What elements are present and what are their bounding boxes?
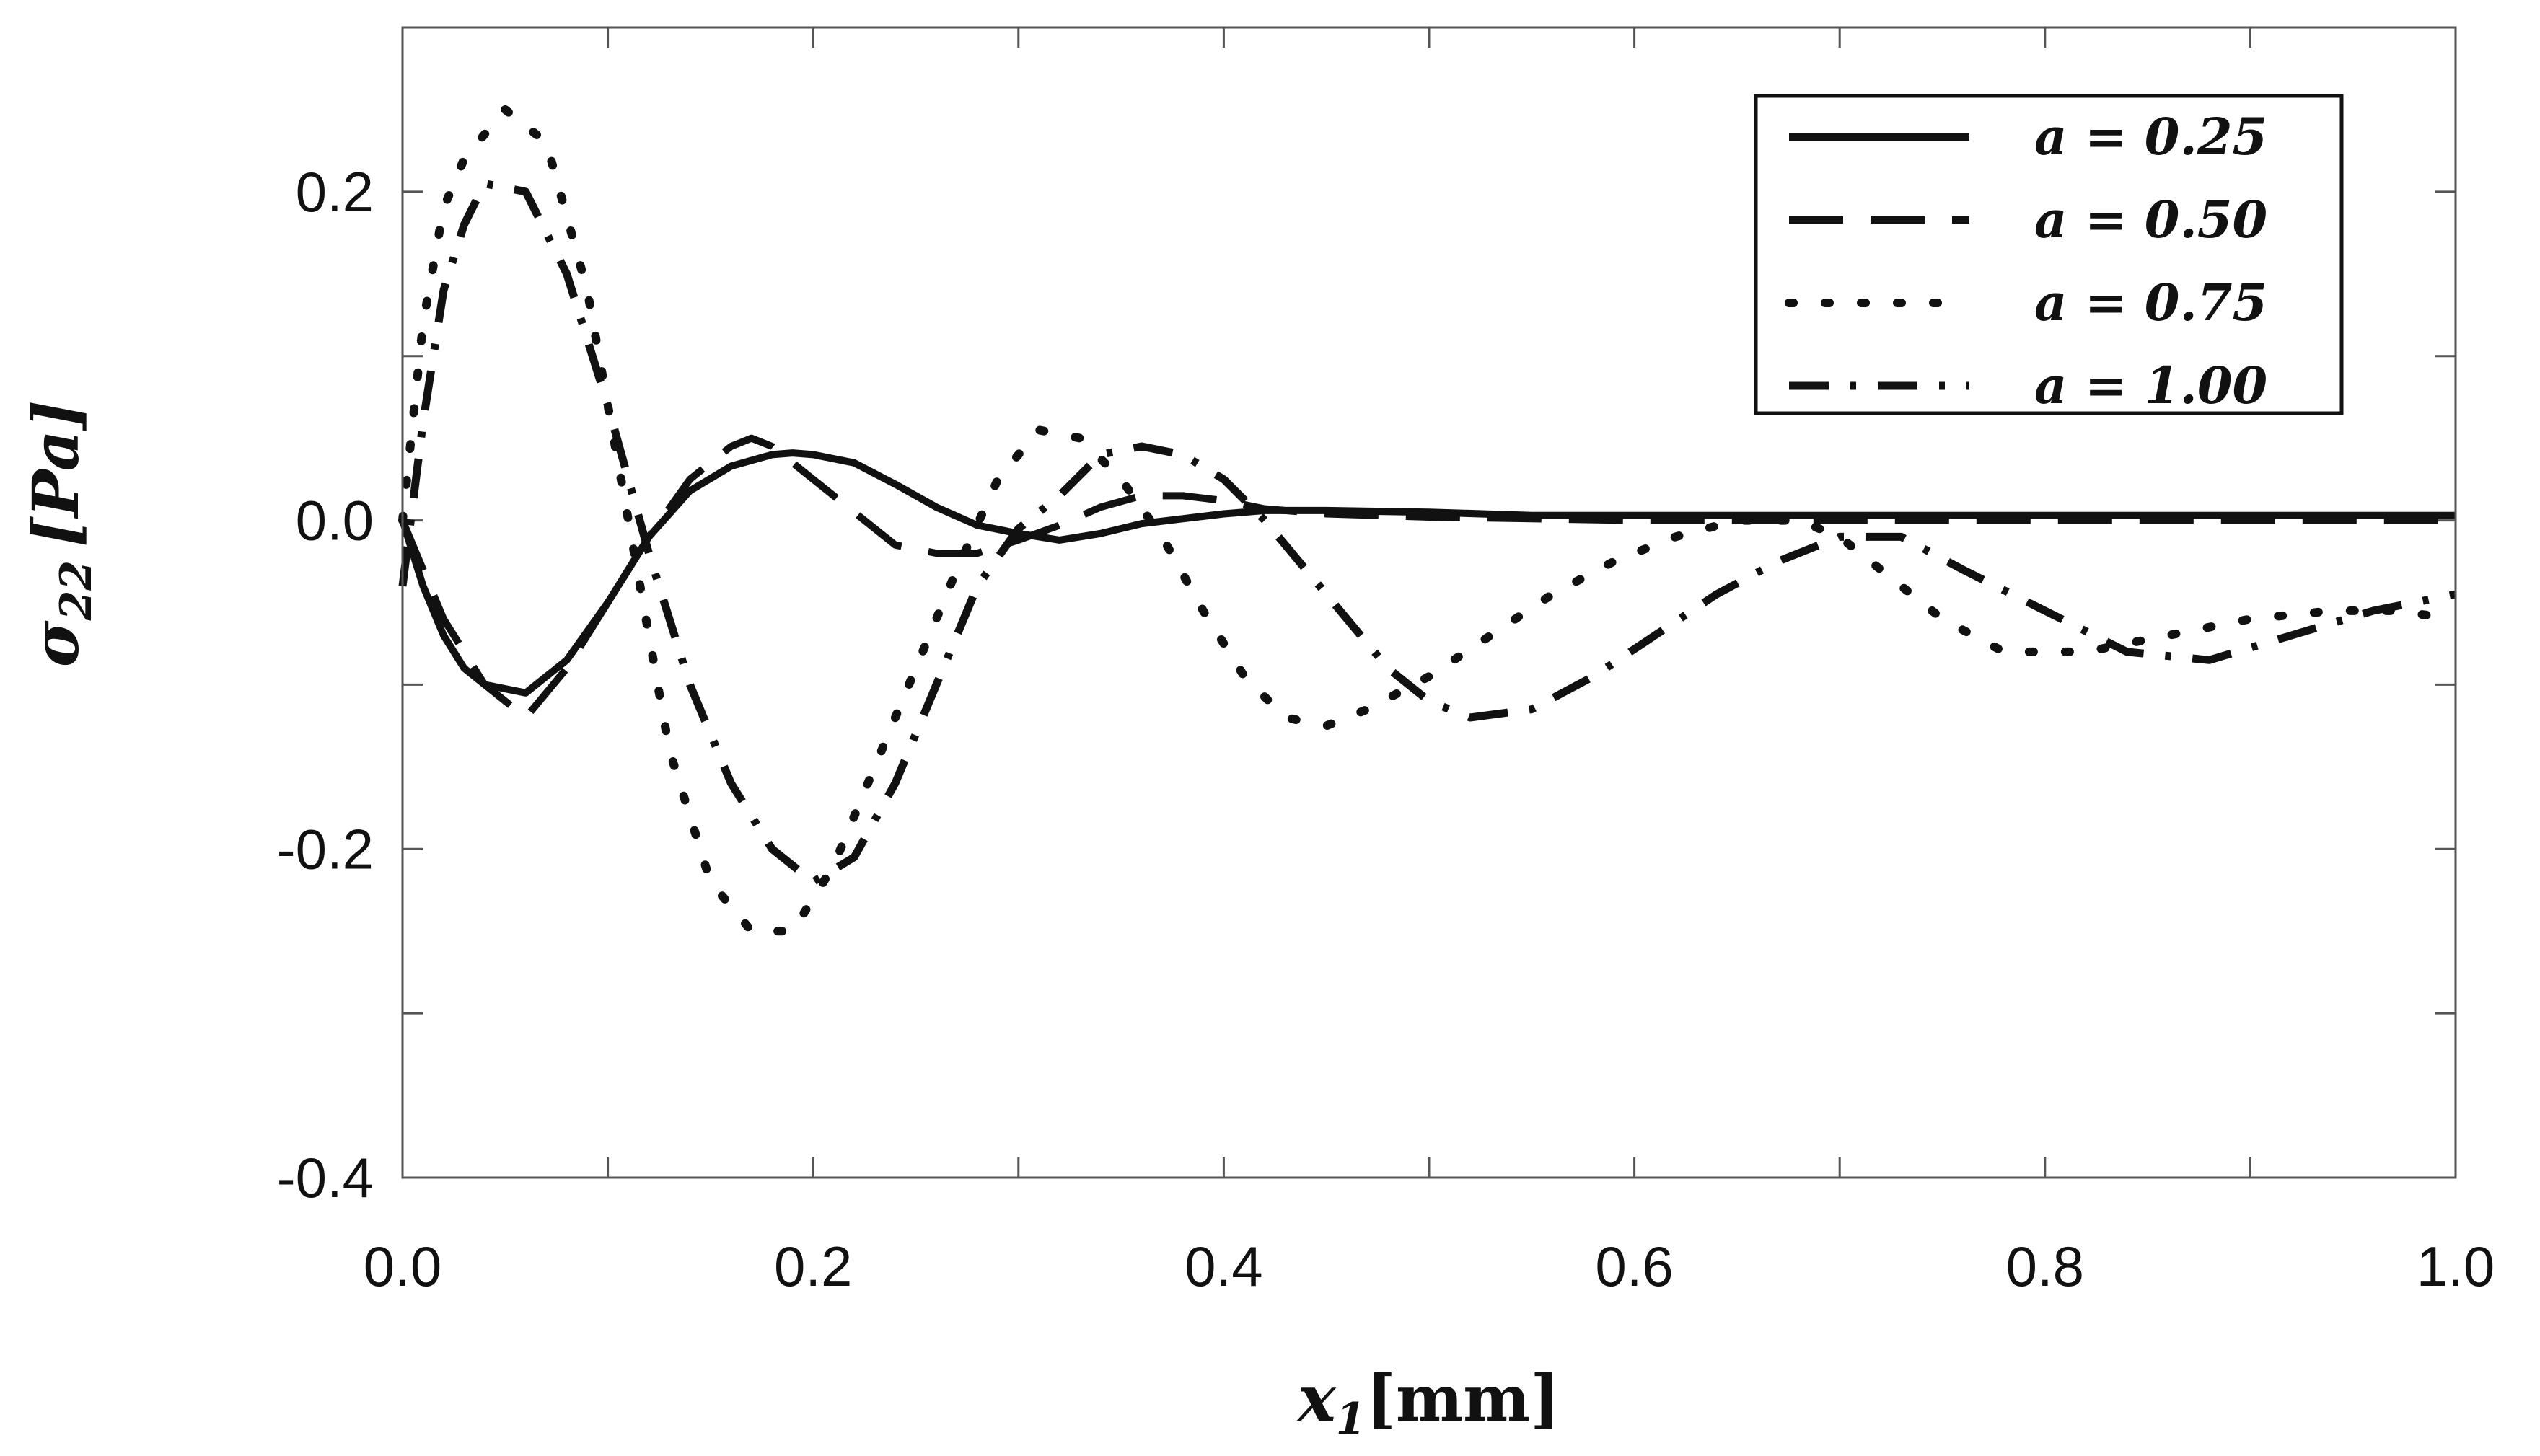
y-axis-subscript: 22 (51, 560, 102, 622)
legend-entries: a = 0.25 a = 0.50 a = 0.75 a = 1.00 (1785, 107, 2267, 415)
legend-label-3: a = 0.75 (2034, 273, 2267, 332)
x-axis-symbol: x (1296, 1361, 1337, 1436)
series-line-1 (399, 449, 2456, 697)
legend-box (1754, 94, 2344, 415)
series-layer (398, 105, 2460, 936)
x-tick-label: 0.6 (1595, 1235, 1673, 1298)
x-axis-unit: [mm] (1366, 1361, 1560, 1436)
x-tick-label: 0.0 (364, 1235, 441, 1298)
x-axis-title: x1[mm] (1296, 1361, 1560, 1444)
y-tick-label: -0.4 (277, 1146, 374, 1209)
x-axis-subscript: 1 (1336, 1394, 1366, 1444)
x-tick-labels: 0.0 0.2 0.4 0.6 0.8 1.0 (364, 1235, 2495, 1298)
y-axis-title: σ22 [Pa] (18, 400, 102, 668)
legend-label-4: a = 1.00 (2034, 356, 2267, 415)
y-tick-label: -0.2 (277, 817, 374, 881)
x-tick-label: 0.4 (1185, 1235, 1262, 1298)
y-tick-label: 0.0 (296, 489, 374, 552)
series-line-2 (399, 434, 2456, 721)
plot-frame (401, 26, 2457, 1179)
series-line-3 (398, 105, 2460, 936)
legend: a = 0.25 a = 0.50 a = 0.75 a = 1.00 (1754, 94, 2344, 415)
y-tick-label: 0.2 (296, 160, 374, 224)
series-line-4 (398, 180, 2457, 886)
x-tick-label: 1.0 (2417, 1235, 2495, 1298)
y-tick-labels: -0.4 -0.2 0.0 0.2 (277, 160, 374, 1209)
x-tick-label: 0.8 (2006, 1235, 2084, 1298)
x-tick-label: 0.2 (774, 1235, 852, 1298)
legend-label-2: a = 0.50 (2034, 190, 2267, 250)
y-axis-unit: [Pa] (18, 400, 93, 547)
y-axis-symbol: σ (18, 620, 93, 667)
legend-label-1: a = 0.25 (2034, 107, 2267, 167)
